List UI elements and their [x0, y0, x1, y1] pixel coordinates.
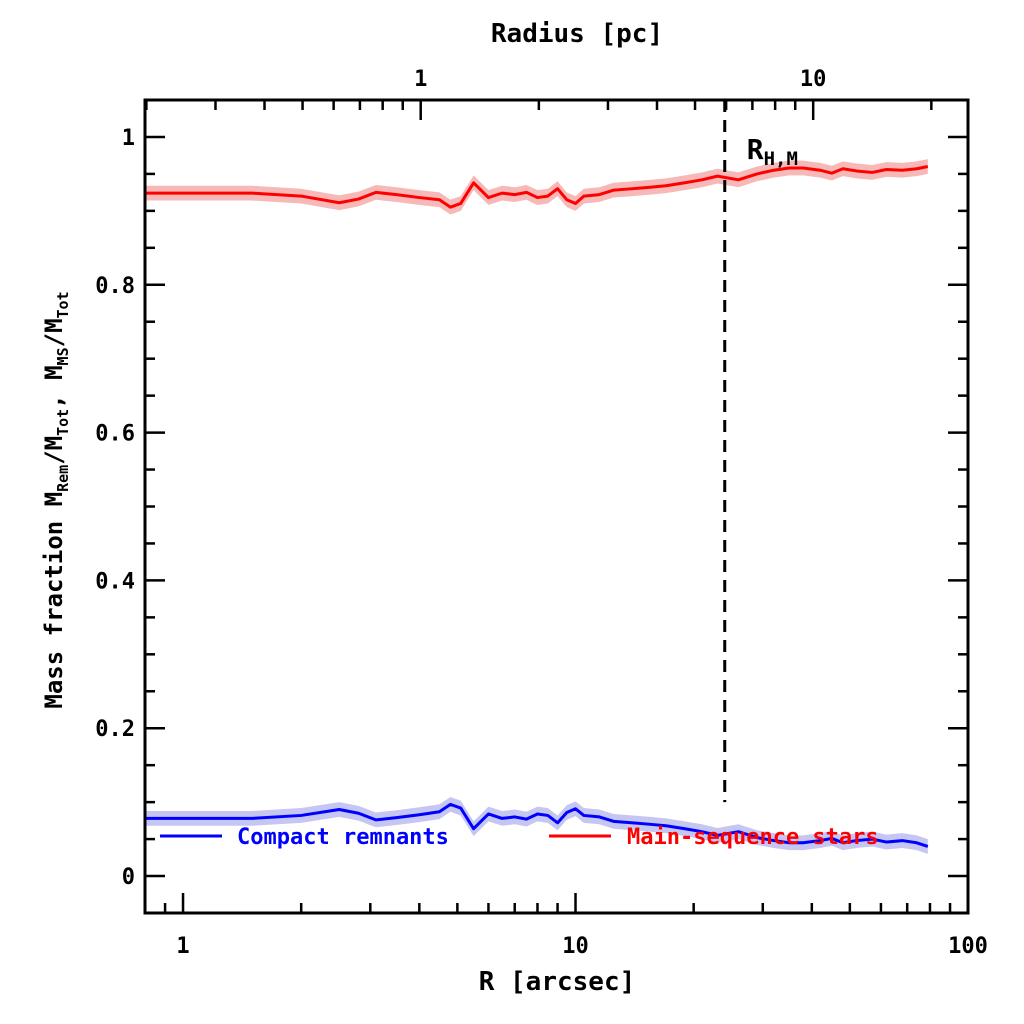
line-compact-remnants [145, 802, 929, 848]
legend: Compact remnants Main-sequence stars [160, 825, 879, 850]
y-tick-label: 0.8 [95, 274, 135, 299]
series-lines [145, 165, 929, 848]
band-main-sequence-stars [145, 159, 928, 215]
y-tick-label: 1 [122, 126, 135, 151]
uncertainty-bands [145, 159, 928, 854]
half-mass-radius-label: RH,M [747, 133, 798, 170]
top-axis-title: Radius [pc] [491, 19, 663, 49]
x-axis-title: R [arcsec] [479, 967, 636, 997]
x-tick-label: 10 [562, 934, 589, 959]
line-main-sequence-stars [145, 165, 929, 209]
y-axis-title: Mass fraction MRem/MTot, MMS/MTot [40, 291, 72, 708]
plot-frame [143, 98, 970, 915]
y-tick-label: 0.6 [95, 422, 135, 447]
x2-tick-label: 10 [800, 67, 827, 92]
legend-label-main-sequence: Main-sequence stars [627, 825, 879, 850]
y-tick-label: 0.4 [95, 569, 135, 594]
x-tick-label: 1 [176, 934, 189, 959]
x-tick-label: 100 [948, 934, 988, 959]
axis-ticks [143, 98, 970, 915]
y-tick-label: 0 [122, 865, 135, 890]
y-tick-label: 0.2 [95, 717, 135, 742]
x2-tick-label: 1 [414, 67, 427, 92]
legend-label-compact-remnants: Compact remnants [237, 825, 449, 850]
plot-border [143, 98, 970, 915]
